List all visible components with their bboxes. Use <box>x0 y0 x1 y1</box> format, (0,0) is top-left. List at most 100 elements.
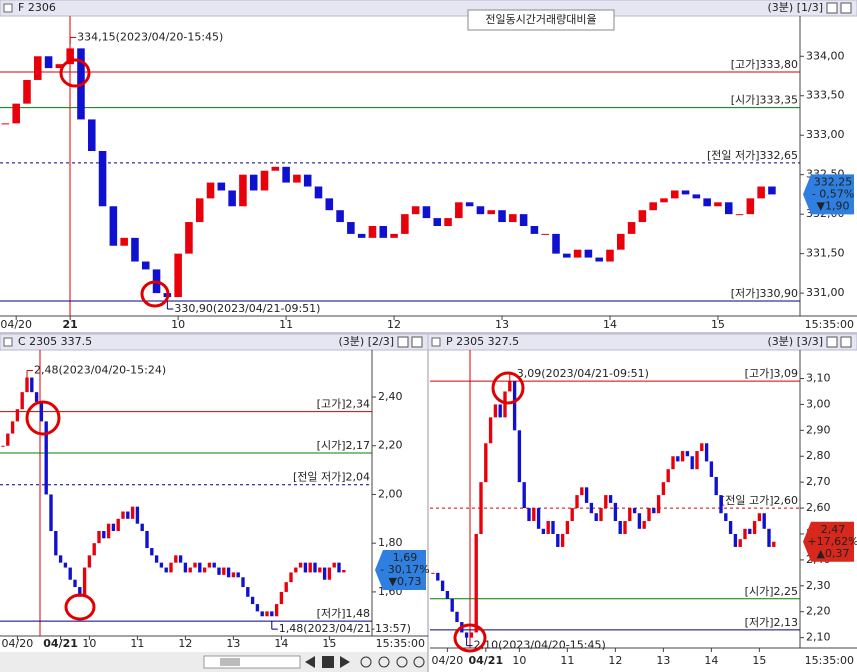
candle <box>49 494 53 532</box>
candle <box>294 567 298 573</box>
level-label: [시가]2,25 <box>745 585 798 598</box>
zoom-out[interactable] <box>378 656 390 668</box>
candle <box>469 632 474 638</box>
candle <box>493 404 498 418</box>
candle <box>202 567 207 573</box>
candle <box>700 443 704 452</box>
prev-button[interactable] <box>305 656 315 668</box>
candle <box>719 495 723 514</box>
y-tick-label: 2,30 <box>806 579 831 592</box>
x-tick-label: 10 <box>82 637 96 650</box>
x-tick-label: 15 <box>711 318 725 331</box>
candle <box>772 541 776 547</box>
candle <box>440 580 445 591</box>
candle <box>145 531 149 549</box>
candle <box>236 572 240 578</box>
candle <box>325 198 334 211</box>
last-diff: ▼1,90 <box>817 199 850 212</box>
candle <box>131 237 139 262</box>
candle <box>207 562 212 568</box>
checkbox <box>431 337 441 347</box>
candle <box>198 562 202 573</box>
candle <box>685 451 690 457</box>
candle <box>231 572 236 578</box>
y-tick-label: 331,00 <box>806 286 845 299</box>
extreme-label: 330,90(2023/04/21-09:51) <box>174 302 320 315</box>
candle <box>445 590 450 599</box>
zoom-fit[interactable] <box>413 656 425 668</box>
zoom-reset[interactable] <box>396 656 408 668</box>
candle <box>670 190 679 199</box>
candle <box>681 190 690 195</box>
checkbox <box>3 337 13 347</box>
candle <box>431 572 435 574</box>
y-tick-label: 2,60 <box>806 501 831 514</box>
candle <box>357 233 366 238</box>
candle <box>97 531 101 544</box>
candle <box>66 48 74 65</box>
candle <box>44 56 53 69</box>
candle <box>368 226 377 238</box>
candle <box>68 567 72 580</box>
candle <box>141 261 150 270</box>
candle <box>126 511 130 519</box>
x-tick-label: 14 <box>274 637 288 650</box>
candle <box>436 572 440 581</box>
scrollbar[interactable] <box>203 655 301 669</box>
checkbox <box>3 3 13 13</box>
candle <box>249 174 258 191</box>
x-tick-label: 04/21 <box>468 654 503 667</box>
candle <box>666 469 670 483</box>
stop-button[interactable] <box>322 656 334 668</box>
candle <box>757 186 765 199</box>
candle <box>193 562 197 568</box>
candle <box>298 562 303 568</box>
level-label: [시가]333,35 <box>731 94 798 107</box>
last-change: - 0,57% <box>812 187 854 200</box>
x-tick-label: 14 <box>603 318 617 331</box>
candle <box>671 456 675 470</box>
candle <box>222 567 226 575</box>
level-label: [시가]2,17 <box>317 439 370 452</box>
candle <box>488 417 493 444</box>
candle <box>250 596 255 605</box>
y-tick-label: 3,10 <box>806 372 831 385</box>
candle <box>54 531 58 556</box>
candle <box>522 482 526 509</box>
candle <box>303 174 312 187</box>
candle <box>551 521 555 534</box>
candle <box>660 198 668 203</box>
candle <box>474 533 478 633</box>
candle <box>336 210 344 223</box>
candle <box>390 233 398 238</box>
candle <box>239 174 247 207</box>
time-label: 15:35:00 <box>805 318 854 331</box>
candle <box>174 253 182 298</box>
candle <box>560 533 565 547</box>
highlight <box>453 623 487 653</box>
candle <box>508 381 512 392</box>
candle <box>476 206 485 215</box>
time-label: 15:35:00 <box>376 637 425 650</box>
candle <box>556 533 560 547</box>
level-label: [저가]330,90 <box>731 287 798 300</box>
candle <box>150 548 154 556</box>
scroll-thumb[interactable] <box>220 658 240 666</box>
candle <box>87 555 92 568</box>
candle <box>638 210 647 223</box>
candle <box>185 222 193 254</box>
zoom-in[interactable] <box>360 656 372 668</box>
candle <box>589 502 594 514</box>
x-tick-label: 04/20 <box>2 637 34 650</box>
candle <box>274 604 279 617</box>
candle <box>757 513 762 522</box>
candle <box>584 249 593 258</box>
candle <box>314 186 323 199</box>
candle <box>63 562 68 568</box>
candle <box>512 381 517 431</box>
candle <box>724 202 733 215</box>
next-button[interactable] <box>340 656 350 668</box>
window-button <box>397 336 409 348</box>
y-tick-label: 333,00 <box>806 128 845 141</box>
extreme-label: 2,48(2023/04/20-15:24) <box>34 364 166 377</box>
